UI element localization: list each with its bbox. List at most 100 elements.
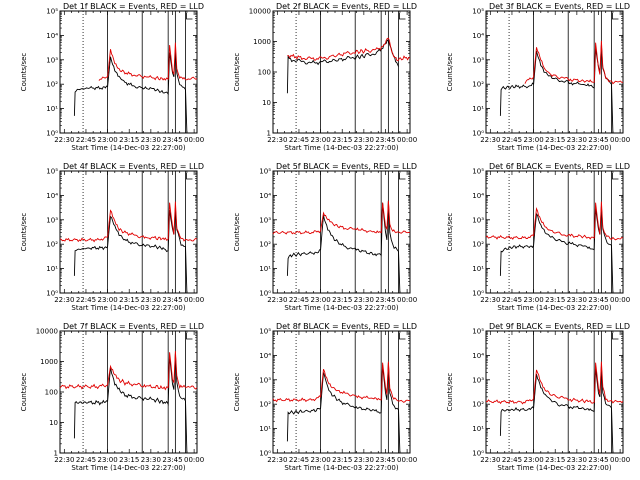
y-tick-label: 10	[49, 419, 58, 427]
series-black-events	[286, 39, 399, 94]
x-tick-label: 00:00	[184, 456, 204, 464]
panel-det-6f: Det 6f BLACK = Events, RED = LLD 10⁰ 10¹ 10…	[446, 162, 630, 312]
series-red-lld	[287, 37, 411, 62]
x-axis-label: Start Time (14-Dec-03 22:27:00)	[71, 304, 185, 312]
x-tick-label: 22:30	[267, 136, 287, 144]
y-tick-label: 10⁴	[472, 192, 484, 200]
y-tick-label: 10⁰	[472, 130, 484, 138]
y-tick-label: 1000	[253, 38, 271, 46]
y-tick-label: 10¹	[46, 105, 58, 113]
series-red-lld	[272, 200, 411, 235]
x-tick-label: 23:15	[332, 136, 352, 144]
x-tick-label: 23:30	[567, 456, 587, 464]
x-tick-label: 22:45	[76, 456, 96, 464]
y-axis-label: Counts/sec	[446, 213, 454, 252]
plot-frame	[272, 170, 411, 294]
x-tick-label: 23:45	[588, 456, 608, 464]
y-tick-label: 1	[54, 450, 58, 458]
panel-title: Det 3f BLACK = Events, RED = LLD	[489, 2, 630, 11]
series-black-events	[286, 200, 401, 294]
y-tick-label: 10³	[259, 216, 271, 224]
y-tick-label: 10⁰	[259, 450, 271, 458]
y-tick-label: 10000	[36, 328, 58, 336]
y-tick-label: 10⁰	[472, 290, 484, 298]
series-red-lld	[98, 42, 198, 81]
x-tick-label: 00:00	[397, 136, 417, 144]
x-tick-label: 22:30	[267, 296, 287, 304]
interval-bracket	[399, 13, 406, 20]
y-tick-label: 10⁰	[46, 290, 58, 298]
y-tick-label: 10¹	[472, 425, 484, 433]
y-axis-label: Counts/sec	[233, 373, 241, 412]
series-red-lld	[524, 40, 623, 85]
x-tick-label: 23:15	[332, 296, 352, 304]
y-tick-label: 10⁵	[46, 8, 58, 16]
y-tick-label: 10⁵	[472, 8, 484, 16]
series-black-events	[73, 208, 188, 294]
x-tick-label: 23:00	[310, 136, 330, 144]
interval-bracket	[612, 333, 619, 340]
x-tick-label: 22:30	[54, 296, 74, 304]
plot-frame	[485, 330, 624, 454]
x-tick-label: 22:30	[480, 136, 500, 144]
x-tick-label: 23:45	[375, 456, 395, 464]
interval-bracket	[186, 173, 193, 180]
x-tick-label: 23:00	[97, 136, 117, 144]
y-tick-label: 10³	[46, 56, 58, 64]
x-tick-label: 22:45	[502, 136, 522, 144]
y-tick-label: 10⁴	[259, 352, 271, 360]
y-tick-label: 10⁴	[472, 32, 484, 40]
interval-bracket	[612, 13, 619, 20]
y-tick-label: 10³	[472, 376, 484, 384]
x-tick-label: 00:00	[610, 296, 630, 304]
x-tick-label: 22:30	[54, 136, 74, 144]
x-tick-label: 23:15	[545, 296, 565, 304]
y-axis-label: Counts/sec	[20, 373, 28, 412]
x-tick-label: 22:45	[502, 456, 522, 464]
y-tick-label: 10³	[46, 216, 58, 224]
x-tick-label: 00:00	[184, 136, 204, 144]
y-axis-label: Counts/sec	[446, 53, 454, 92]
x-axis-label: Start Time (14-Dec-03 22:27:00)	[497, 464, 611, 472]
series-black-events	[499, 366, 614, 454]
y-axis-label: Counts/sec	[20, 53, 28, 92]
panel-title: Det 6f BLACK = Events, RED = LLD	[489, 162, 630, 171]
x-tick-label: 22:45	[76, 136, 96, 144]
x-tick-label: 22:30	[480, 296, 500, 304]
y-tick-label: 10⁵	[472, 328, 484, 336]
panel-det-7f: Det 7f BLACK = Events, RED = LLD 1 10 100 10…	[20, 322, 204, 472]
x-tick-label: 22:30	[54, 456, 74, 464]
y-tick-label: 10⁴	[46, 32, 58, 40]
x-tick-label: 22:45	[289, 136, 309, 144]
series-black-events	[286, 362, 401, 454]
x-tick-label: 23:00	[97, 296, 117, 304]
x-tick-label: 23:15	[119, 296, 139, 304]
y-tick-label: 10¹	[472, 265, 484, 273]
interval-bracket	[399, 333, 406, 340]
panel-title: Det 2f BLACK = Events, RED = LLD	[276, 2, 417, 11]
x-axis-label: Start Time (14-Dec-03 22:27:00)	[284, 464, 398, 472]
y-axis-label: Counts/sec	[233, 53, 241, 92]
x-tick-label: 23:45	[588, 296, 608, 304]
panel-det-3f: Det 3f BLACK = Events, RED = LLD 10⁰ 10¹ 10…	[446, 2, 630, 152]
x-tick-label: 23:30	[567, 296, 587, 304]
x-tick-label: 23:45	[375, 296, 395, 304]
y-tick-label: 10⁰	[46, 130, 58, 138]
x-tick-label: 23:45	[162, 136, 182, 144]
y-tick-label: 10³	[259, 376, 271, 384]
x-axis-label: Start Time (14-Dec-03 22:27:00)	[71, 464, 185, 472]
x-tick-label: 22:45	[289, 456, 309, 464]
series-black-events	[499, 45, 614, 134]
plot-frame	[59, 170, 198, 294]
x-axis-label: Start Time (14-Dec-03 22:27:00)	[497, 144, 611, 152]
x-tick-label: 23:00	[310, 456, 330, 464]
x-tick-label: 22:30	[267, 456, 287, 464]
series-red-lld	[59, 201, 198, 243]
y-tick-label: 10²	[46, 241, 58, 249]
y-tick-label: 10⁵	[46, 168, 58, 176]
x-tick-label: 00:00	[184, 296, 204, 304]
series-black-events	[73, 50, 188, 134]
y-tick-label: 10²	[472, 81, 484, 89]
plot-frame	[59, 10, 198, 134]
